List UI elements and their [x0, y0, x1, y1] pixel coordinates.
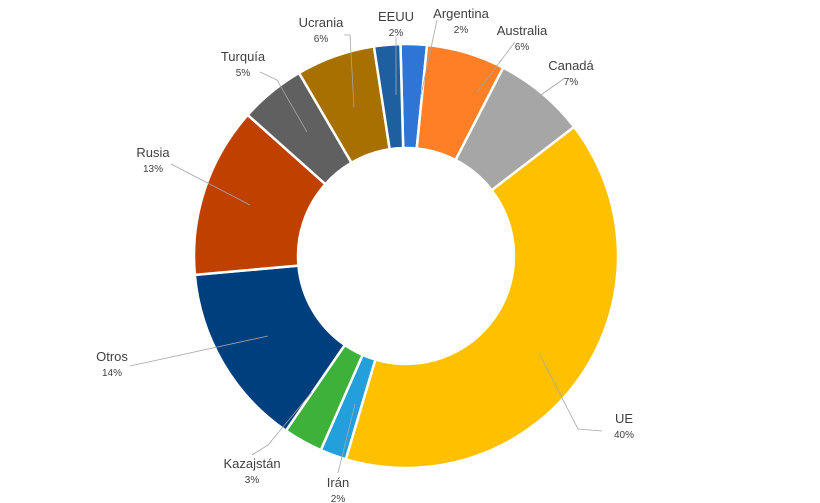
slice-value-kazajstan: 3%: [245, 475, 260, 486]
slice-label-turquia: Turquía: [221, 49, 266, 64]
leader-line-rusia: [170, 163, 251, 206]
leader-line-otros: [129, 335, 269, 367]
slice-label-eeuu: EEUU: [378, 9, 414, 24]
leader-line-ucrania: [344, 34, 355, 108]
slice-value-turquia: 5%: [236, 68, 251, 79]
slice-label-rusia: Rusia: [136, 145, 170, 160]
chart-labels: Argentina 2% Australia 6% Canadá 7% UE 40% Irán 2…: [96, 6, 634, 503]
leader-line-turquia: [259, 71, 308, 133]
slice-value-eeuu: 2%: [389, 28, 404, 39]
leader-line-kazajstan: [251, 391, 313, 456]
slice-label-ue: UE: [615, 411, 633, 426]
slice-label-ucrania: Ucrania: [299, 15, 345, 30]
slice-value-argentina: 2%: [454, 25, 469, 36]
slice-value-ue: 40%: [614, 430, 634, 441]
slice-value-canada: 7%: [564, 77, 579, 88]
chart-leader-lines: [129, 19, 603, 474]
slice-value-ucrania: 6%: [314, 34, 329, 45]
chart-slices: [192, 42, 620, 470]
leader-line-ue: [539, 354, 603, 432]
leader-line-australia: [476, 41, 516, 93]
slice-label-canada: Canadá: [548, 58, 594, 73]
slice-label-argentina: Argentina: [433, 6, 489, 21]
leader-line-argentina: [420, 19, 438, 96]
leader-line-canada: [527, 77, 566, 105]
slice-otros: [193, 264, 347, 433]
slice-ue: [344, 125, 620, 470]
slice-value-otros: 14%: [102, 368, 122, 379]
leader-line-iran: [337, 403, 356, 474]
slice-label-otros: Otros: [96, 349, 128, 364]
slice-label-iran: Irán: [327, 475, 349, 490]
slice-value-iran: 2%: [331, 494, 346, 503]
slice-label-kazajstan: Kazajstán: [223, 456, 280, 471]
slice-value-australia: 6%: [515, 42, 530, 53]
slice-label-australia: Australia: [497, 23, 548, 38]
slice-value-rusia: 13%: [143, 164, 163, 175]
